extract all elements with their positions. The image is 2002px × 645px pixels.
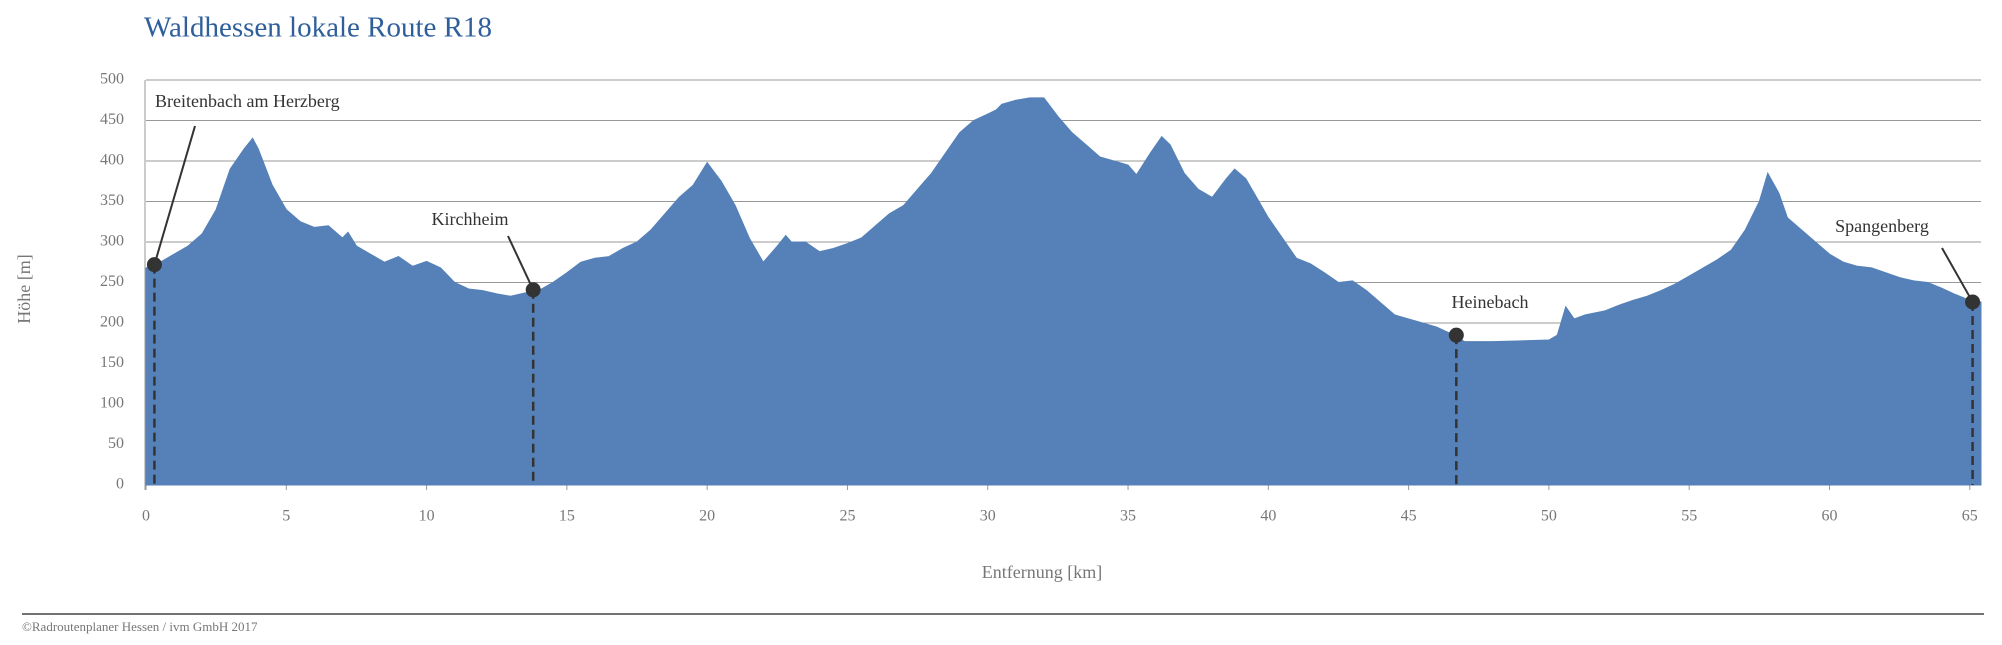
x-tick-label: 25: [839, 508, 855, 525]
x-tick-label: 20: [699, 508, 715, 525]
x-tick-label: 50: [1541, 508, 1557, 525]
y-tick-label: 350: [100, 192, 124, 209]
x-tick-label: 30: [980, 508, 996, 525]
x-tick-label: 60: [1821, 508, 1837, 525]
x-tick-label: 65: [1962, 508, 1978, 525]
y-tick-label: 450: [100, 111, 124, 128]
y-axis-label: Höhe [m]: [14, 254, 34, 323]
x-tick-label: 40: [1260, 508, 1276, 525]
annotation-point: [525, 282, 541, 298]
annotation-label: Spangenberg: [1835, 216, 1929, 236]
y-tick-label: 500: [100, 71, 124, 88]
x-tick-label: 55: [1681, 508, 1697, 525]
x-tick-label: 10: [419, 508, 435, 525]
x-axis-label: Entfernung [km]: [982, 562, 1102, 582]
annotation-label: Heinebach: [1452, 292, 1529, 312]
annotation-leader: [153, 125, 196, 265]
y-tick-label: 100: [100, 395, 124, 412]
annotation-label: Kirchheim: [432, 209, 509, 229]
footer: ©Radroutenplaner Hessen / ivm GmbH 2017: [22, 619, 258, 634]
x-tick-label: 15: [559, 508, 575, 525]
y-tick-label: 250: [100, 273, 124, 290]
y-tick-label: 400: [100, 152, 124, 169]
y-tick-label: 200: [100, 314, 124, 331]
x-tick-label: 0: [142, 508, 150, 525]
x-tick-label: 35: [1120, 508, 1136, 525]
annotation-point: [146, 257, 162, 273]
chart-title: Waldhessen lokale Route R18: [144, 12, 492, 44]
x-tick-label: 45: [1401, 508, 1417, 525]
y-tick-label: 300: [100, 233, 124, 250]
annotation-point: [1448, 327, 1464, 343]
y-tick-label: 150: [100, 354, 124, 371]
annotation-label: Breitenbach am Herzberg: [155, 91, 340, 111]
y-tick-label: 50: [108, 435, 124, 452]
annotation-leader: [507, 235, 535, 291]
y-tick-label: 0: [116, 476, 124, 493]
elevation-area: [145, 97, 1982, 486]
annotation-leader: [1941, 247, 1974, 303]
x-tick-label: 5: [282, 508, 290, 525]
annotation-point: [1965, 294, 1981, 310]
